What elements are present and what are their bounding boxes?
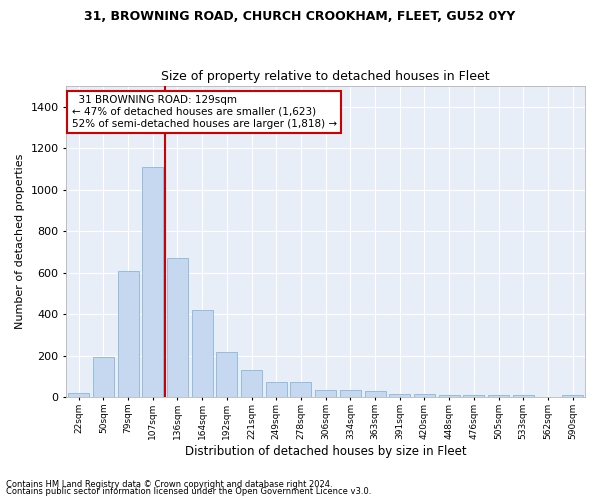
- Bar: [191, 310, 212, 397]
- Bar: [513, 395, 534, 397]
- Bar: [142, 167, 163, 397]
- Text: 31, BROWNING ROAD, CHURCH CROOKHAM, FLEET, GU52 0YY: 31, BROWNING ROAD, CHURCH CROOKHAM, FLEE…: [85, 10, 515, 23]
- Bar: [68, 393, 89, 397]
- Bar: [340, 390, 361, 397]
- Bar: [167, 258, 188, 397]
- Text: 31 BROWNING ROAD: 129sqm  
← 47% of detached houses are smaller (1,623)
52% of s: 31 BROWNING ROAD: 129sqm ← 47% of detach…: [71, 96, 337, 128]
- Bar: [217, 352, 238, 397]
- Bar: [414, 394, 435, 397]
- Bar: [562, 395, 583, 397]
- Bar: [315, 390, 336, 397]
- Bar: [241, 370, 262, 397]
- Bar: [266, 382, 287, 397]
- Bar: [439, 395, 460, 397]
- Bar: [365, 392, 386, 397]
- X-axis label: Distribution of detached houses by size in Fleet: Distribution of detached houses by size …: [185, 444, 466, 458]
- Bar: [290, 382, 311, 397]
- Bar: [463, 395, 484, 397]
- Bar: [93, 356, 114, 397]
- Bar: [488, 395, 509, 397]
- Text: Contains public sector information licensed under the Open Government Licence v3: Contains public sector information licen…: [6, 487, 371, 496]
- Bar: [118, 270, 139, 397]
- Text: Contains HM Land Registry data © Crown copyright and database right 2024.: Contains HM Land Registry data © Crown c…: [6, 480, 332, 489]
- Bar: [389, 394, 410, 397]
- Title: Size of property relative to detached houses in Fleet: Size of property relative to detached ho…: [161, 70, 490, 84]
- Y-axis label: Number of detached properties: Number of detached properties: [15, 154, 25, 329]
